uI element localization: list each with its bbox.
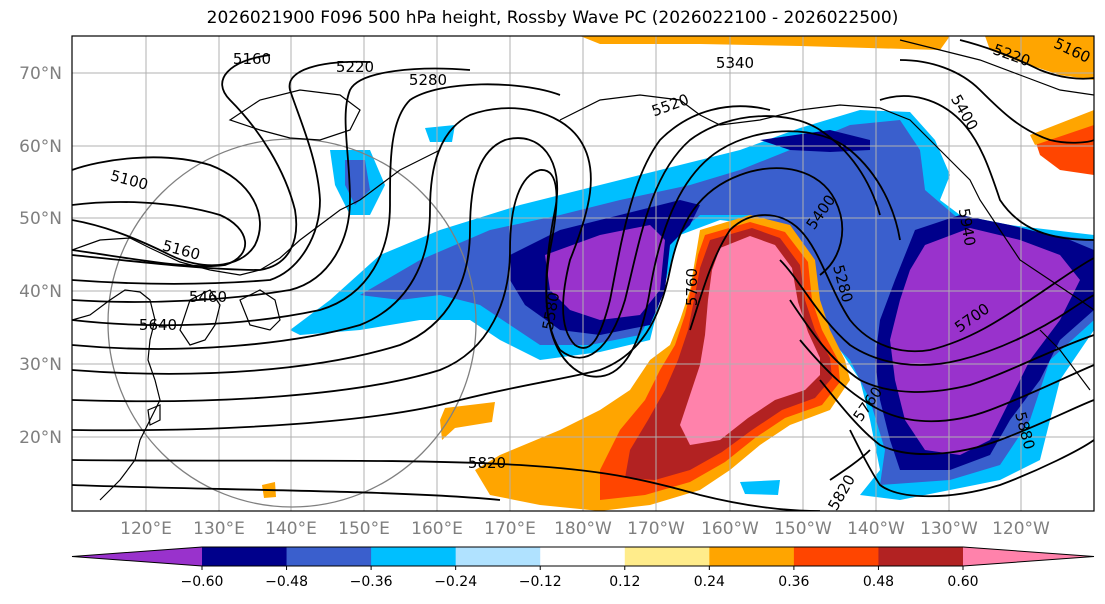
map-frame [71,35,1095,512]
lon-tick-label: 140°W [847,519,905,539]
colorbar-tick-label: 0.48 [863,574,894,590]
colorbar-segment [624,547,710,566]
lon-tick-label: 150°W [774,519,832,539]
lat-tick-label: 30°N [19,355,62,375]
colorbar-segment [202,547,288,566]
contour-label: 5640 [139,316,177,334]
lon-tick-label: 130°W [920,519,978,539]
contour-label: 5280 [409,71,447,89]
lon-tick-label: 140°E [265,519,317,539]
height-contours [72,39,1094,511]
contour-label: 5760 [683,268,701,306]
contour-label: 5460 [189,288,227,306]
lon-tick-label: 170°E [484,519,536,539]
lat-tick-label: 20°N [19,428,62,448]
colorbar-segment [793,547,879,566]
lon-tick-label: 120°E [120,519,172,539]
gridlines [72,36,1094,511]
lat-tick-label: 40°N [19,282,62,302]
colorbar-segment [371,547,457,566]
contour-label: 5160 [233,50,271,68]
contour-label: 5820 [468,454,506,472]
colorbar-tick-label: −0.60 [181,574,224,590]
colorbar-tick-label: 0.36 [778,574,809,590]
contour-label: 5340 [716,54,754,72]
positive-anomaly-arctic [580,36,950,50]
lon-tick-label: 120°W [992,519,1050,539]
colorbar-segment [878,547,964,566]
colorbar-extend-low [72,547,202,566]
colorbar-tick-label: −0.24 [434,574,477,590]
colorbar-tick-label: 0.24 [694,574,725,590]
longitude-labels: 120°E 130°E 140°E 150°E 160°E 170°E 180°W 170°W… [120,519,1050,539]
colorbar-tick-label: 0.12 [609,574,640,590]
colorbar-extend-high [963,547,1094,566]
colorbar-segment [455,547,541,566]
lon-tick-label: 130°E [193,519,245,539]
lon-tick-label: 150°E [338,519,390,539]
lon-tick-label: 180°W [554,519,612,539]
lon-tick-label: 160°E [411,519,463,539]
colorbar-tick-label: −0.48 [265,574,308,590]
lat-tick-label: 70°N [19,64,62,84]
chart-title: 2026021900 F096 500 hPa height, Rossby W… [206,8,899,28]
lon-tick-label: 160°W [701,519,759,539]
positive-anomaly-arctic-east [985,36,1094,80]
colorbar-tick-label: −0.36 [350,574,393,590]
coastlines [72,39,1094,501]
lat-tick-label: 60°N [19,137,62,157]
lon-tick-label: 170°W [627,519,685,539]
colorbar-segment [540,547,626,566]
colorbar-segment [286,547,372,566]
lat-tick-label: 50°N [19,209,62,229]
colorbar: −0.60 −0.48 −0.36 −0.24 −0.12 0.12 0.24 0.36 0.4… [71,546,1095,590]
colorbar-segment [709,547,795,566]
colorbar-tick-label: −0.12 [519,574,562,590]
contour-label: 5220 [336,58,374,76]
colorbar-tick-label: 0.60 [947,574,978,590]
latitude-labels: 70°N 60°N 50°N 40°N 30°N 20°N [19,64,62,448]
